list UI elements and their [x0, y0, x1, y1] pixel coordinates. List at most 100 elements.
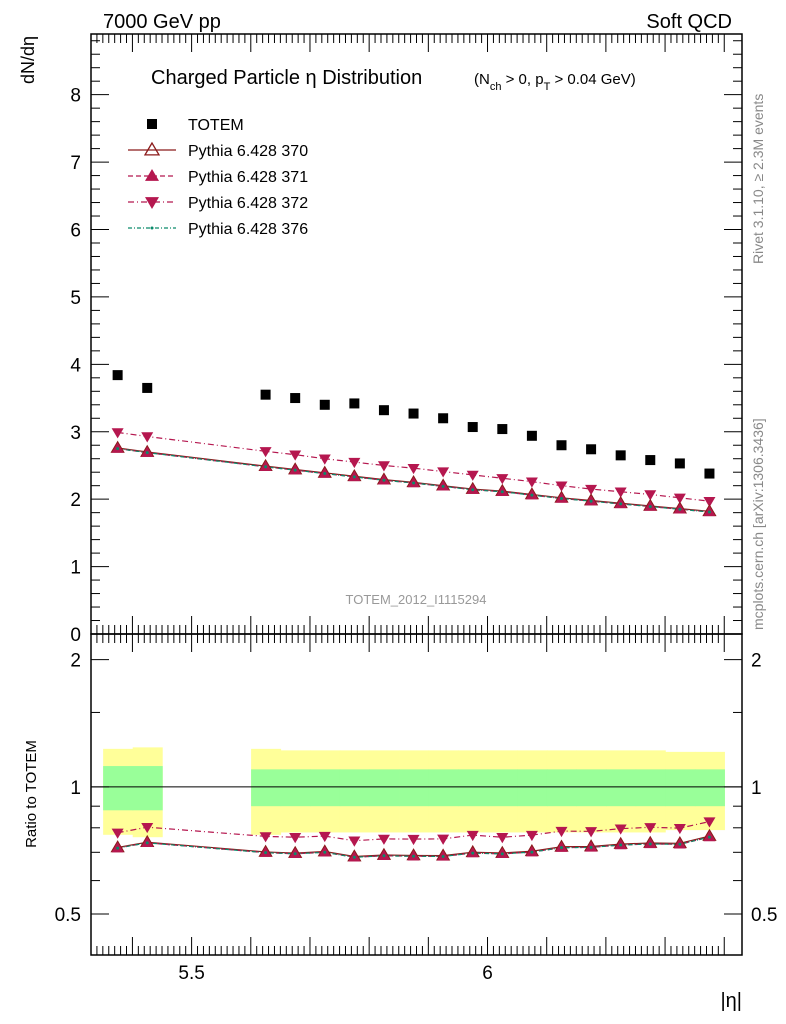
totem-data-point — [556, 440, 567, 451]
ratio-series-marker — [525, 830, 538, 842]
ratio-band-inner — [635, 769, 666, 807]
series-marker — [289, 450, 302, 461]
series-marker — [437, 467, 450, 478]
series-marker — [530, 493, 534, 497]
ratio-series-marker — [500, 852, 504, 856]
series-marker — [619, 502, 623, 506]
ratio-y-tick-label-right: 1 — [751, 778, 762, 799]
ratio-band-inner — [369, 769, 400, 807]
legend-label: Pythia 6.428 370 — [188, 143, 308, 160]
chart-title-sub: (Nch > 0, pT > 0.04 GeV) — [474, 71, 636, 93]
totem-data-point — [260, 389, 271, 400]
totem-data-point — [319, 399, 330, 410]
ratio-series-marker — [707, 835, 711, 839]
series-marker — [466, 470, 479, 481]
series-marker — [111, 428, 124, 439]
ratio-series-marker — [323, 850, 327, 854]
series-marker — [589, 499, 593, 503]
y-tick-label: 7 — [70, 153, 81, 174]
series-marker — [382, 478, 386, 482]
ratio-series-marker — [382, 854, 386, 858]
series-marker — [352, 475, 356, 479]
series-marker — [496, 474, 509, 485]
axis-tick-labels: 0 1 2 3 4 5 6 7 8 5.5 6 0.5 0.5 1 1 2 2 — [55, 86, 778, 984]
header-right: Soft QCD — [646, 11, 732, 33]
ratio-series-line — [117, 835, 710, 858]
ratio-series-marker — [348, 836, 361, 847]
y-tick-label: 3 — [70, 423, 81, 444]
series-marker — [441, 484, 445, 488]
ratio-series-marker — [703, 817, 716, 828]
ratio-series-marker — [471, 851, 475, 855]
ratio-series-marker — [619, 843, 623, 847]
ratio-series-marker — [412, 854, 416, 858]
ratio-band-inner — [428, 769, 459, 807]
series-line — [117, 448, 710, 513]
series-marker — [145, 451, 149, 455]
series-marker — [407, 463, 420, 475]
series-marker — [377, 461, 390, 472]
mcplots-label: mcplots.cern.ch [arXiv:1306.3436] — [750, 418, 766, 630]
ratio-band-inner — [251, 769, 282, 807]
ratio-series-marker — [289, 833, 302, 844]
series-marker — [264, 465, 268, 469]
series-marker — [673, 493, 686, 504]
legend-marker — [150, 226, 154, 230]
ratio-band-inner — [339, 769, 370, 807]
series-marker — [259, 447, 272, 458]
ratio-series-marker — [673, 823, 686, 835]
series-marker — [141, 432, 154, 443]
y-tick-label: 8 — [70, 86, 81, 107]
series-line — [117, 431, 710, 502]
main-series-markers — [110, 370, 717, 517]
series-line — [117, 447, 710, 512]
ratio-band-inner — [665, 769, 696, 807]
series-marker — [412, 481, 416, 485]
totem-data-point — [378, 405, 389, 416]
ratio-band-inner — [487, 769, 518, 807]
totem-data-point — [142, 382, 153, 393]
main-series-lines — [117, 431, 710, 513]
totem-data-point — [349, 398, 360, 409]
ratio-series-marker — [555, 826, 568, 838]
ratio-band-inner — [546, 769, 577, 807]
series-marker — [614, 487, 627, 498]
y-tick-label: 0 — [70, 625, 81, 646]
ratio-series-marker — [648, 842, 652, 846]
series-marker — [471, 488, 475, 492]
legend-label: Pythia 6.428 371 — [188, 169, 308, 186]
ratio-series-marker — [437, 834, 450, 845]
ratio-band-inner — [132, 766, 163, 811]
ratio-y-tick-label-right: 0.5 — [751, 905, 777, 926]
ratio-series-marker — [141, 822, 154, 834]
ratio-series-marker — [293, 852, 297, 856]
ratio-series-marker — [145, 841, 149, 845]
series-marker — [585, 484, 598, 496]
analysis-watermark: TOTEM_2012_I1115294 — [346, 592, 487, 607]
ratio-series-marker — [352, 855, 356, 859]
ratio-series-markers — [110, 817, 717, 862]
ratio-y-axis-label: Ratio to TOTEM — [23, 740, 40, 848]
ratio-series-marker — [111, 828, 124, 839]
ratio-series-marker — [259, 832, 272, 843]
ratio-series-marker — [614, 824, 627, 835]
ratio-series-lines — [117, 820, 710, 858]
totem-data-point — [408, 408, 419, 419]
series-marker — [555, 481, 568, 492]
legend-marker — [147, 119, 157, 129]
ratio-series-line — [117, 836, 710, 858]
totem-data-point — [290, 393, 301, 404]
legend-label: Pythia 6.428 376 — [188, 221, 308, 238]
x-tick-label: 6 — [482, 963, 493, 984]
ratio-series-marker — [496, 833, 509, 844]
ratio-series-marker — [559, 846, 563, 850]
ratio-series-marker — [589, 845, 593, 849]
header-left: 7000 GeV pp — [103, 11, 221, 33]
x-axis-label: |η| — [720, 990, 742, 1012]
ratio-bands — [103, 747, 725, 838]
ratio-series-marker — [407, 834, 420, 846]
series-marker — [318, 454, 331, 465]
legend-marker — [145, 197, 159, 209]
ratio-series-marker — [644, 823, 657, 834]
y-tick-label: 5 — [70, 288, 81, 309]
